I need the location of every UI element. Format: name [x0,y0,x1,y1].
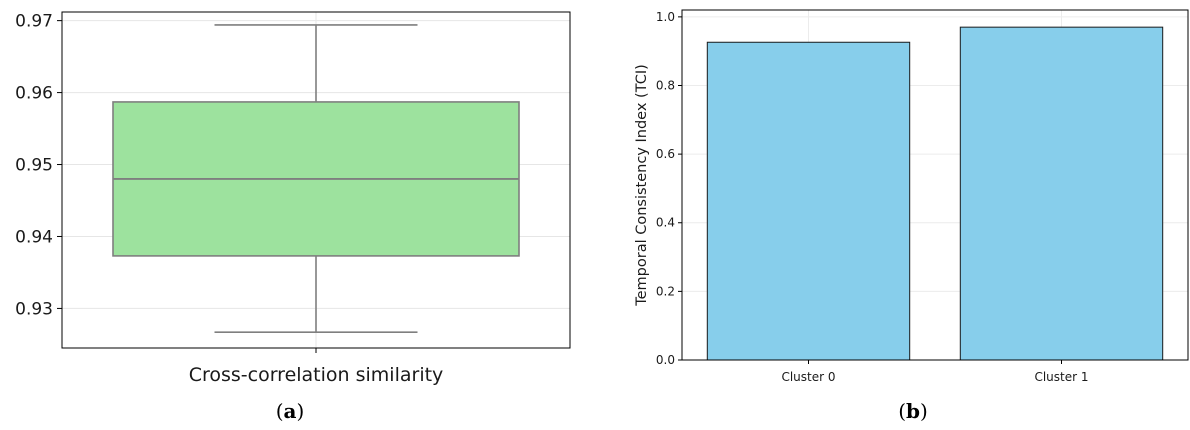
y-tick-label: 0.6 [656,147,675,161]
y-tick-label: 0.94 [15,227,53,247]
panel-a-label: (a) [276,399,305,423]
y-tick-label: 0.95 [15,156,53,176]
panel-a-x-axis-label: Cross-correlation similarity [189,364,444,386]
panel-a-y-axis: 0.93 0.94 0.95 0.96 0.97 [15,12,62,319]
y-tick-label: 1.0 [656,10,675,24]
panel-b-bars [706,26,1164,361]
panel-b-y-axis-label: Temporal Consistency Index (TCI) [634,64,650,307]
panel-b-barchart: 0.0 0.2 0.4 0.6 0.8 1.0 Cluster 0 Cluster 1 Te… [634,9,1189,423]
y-tick-label: 0.8 [656,78,675,92]
y-tick-label: 0.0 [656,353,675,367]
bar-cluster-0 [706,41,911,361]
x-tick-label: Cluster 0 [781,370,835,384]
bar-cluster-1 [959,26,1164,361]
y-tick-label: 0.93 [15,299,53,319]
y-tick-label: 0.4 [656,216,675,230]
panel-b-plot-frame [681,9,1189,361]
y-tick-label: 0.97 [15,12,53,32]
y-tick-label: 0.96 [15,84,53,104]
y-tick-label: 0.2 [656,284,675,298]
panel-a-box-group [112,24,520,333]
panel-b-label: (b) [898,399,928,423]
x-tick-label: Cluster 1 [1034,370,1088,384]
panel-b-x-axis: Cluster 0 Cluster 1 [781,360,1089,384]
panel-a-boxplot: 0.93 0.94 0.95 0.96 0.97 Cross-correlation s… [15,11,571,423]
panel-b-y-axis: 0.0 0.2 0.4 0.6 0.8 1.0 [656,10,682,367]
